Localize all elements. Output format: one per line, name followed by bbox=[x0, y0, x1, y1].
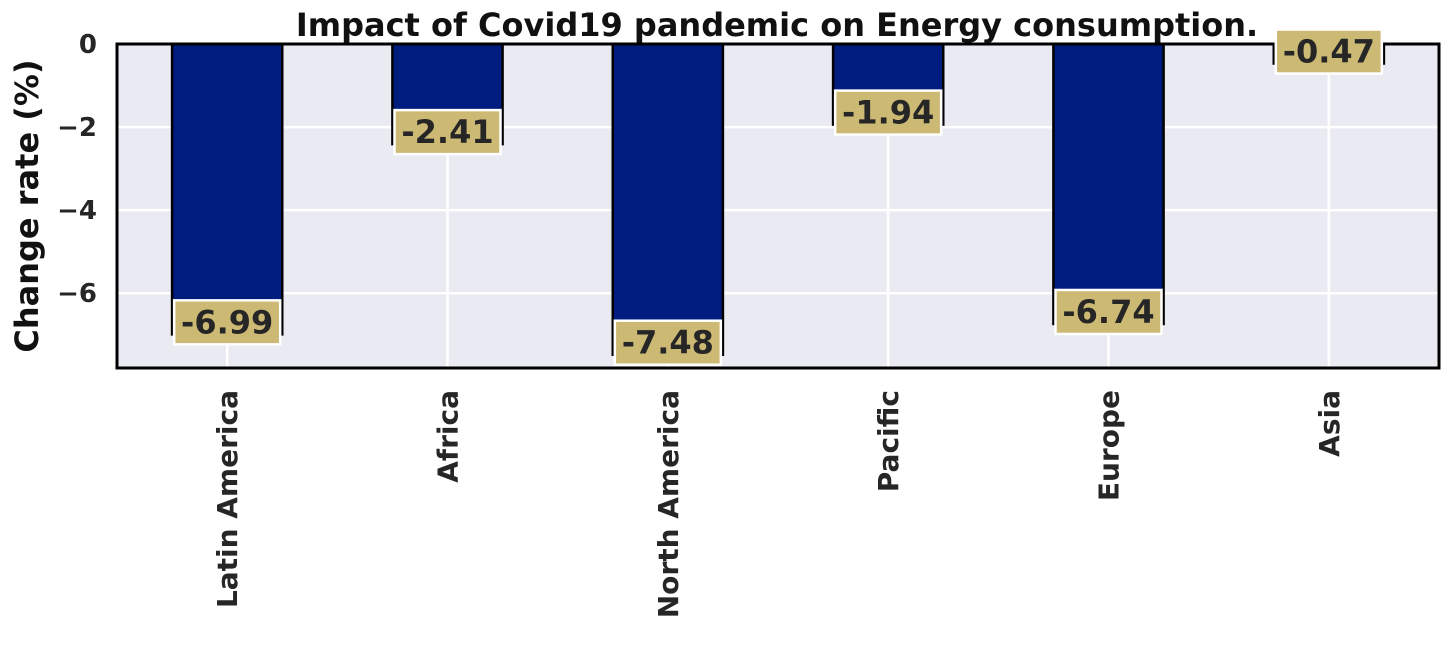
data-label-box bbox=[1054, 288, 1163, 336]
data-label: -0.47 bbox=[1283, 33, 1375, 71]
y-tick-label: −4 bbox=[57, 196, 97, 226]
y-tick-label: −2 bbox=[57, 113, 97, 143]
x-axis-ticks: Latin America Africa North America Pacific E… bbox=[211, 390, 1346, 618]
y-tick-label: −6 bbox=[57, 279, 97, 309]
data-label: -6.74 bbox=[1062, 293, 1154, 331]
data-label-box bbox=[172, 299, 282, 346]
plot-area bbox=[117, 44, 1439, 368]
y-axis-label: Change rate (%) bbox=[8, 59, 46, 352]
data-label-box bbox=[1274, 28, 1384, 75]
data-labels: -6.99 -2.41 -7.48 -1.94 -6.74 -0.47 bbox=[172, 28, 1384, 366]
bar bbox=[170, 42, 284, 336]
plot-frame bbox=[115, 42, 1441, 370]
x-tick-label: Asia bbox=[1313, 390, 1346, 457]
bar bbox=[1052, 42, 1165, 326]
chart-title: Impact of Covid19 pandemic on Energy con… bbox=[296, 6, 1258, 44]
x-tick-label: Europe bbox=[1093, 390, 1126, 501]
bar bbox=[611, 42, 725, 356]
y-axis-ticks: 0 −2 −4 −6 bbox=[57, 30, 97, 309]
data-label-box bbox=[393, 108, 502, 156]
data-label: -6.99 bbox=[181, 303, 273, 341]
x-tick-label: Latin America bbox=[211, 390, 244, 608]
x-tick-label: Africa bbox=[432, 390, 465, 483]
x-tick-label: Pacific bbox=[872, 390, 905, 492]
data-label: -2.41 bbox=[401, 113, 493, 151]
x-tick-label: North America bbox=[652, 390, 685, 618]
data-label: -1.94 bbox=[842, 94, 934, 132]
data-label-box bbox=[613, 319, 723, 366]
y-tick-label: 0 bbox=[79, 30, 97, 60]
data-label: -7.48 bbox=[622, 324, 714, 362]
data-label-box bbox=[833, 89, 943, 136]
